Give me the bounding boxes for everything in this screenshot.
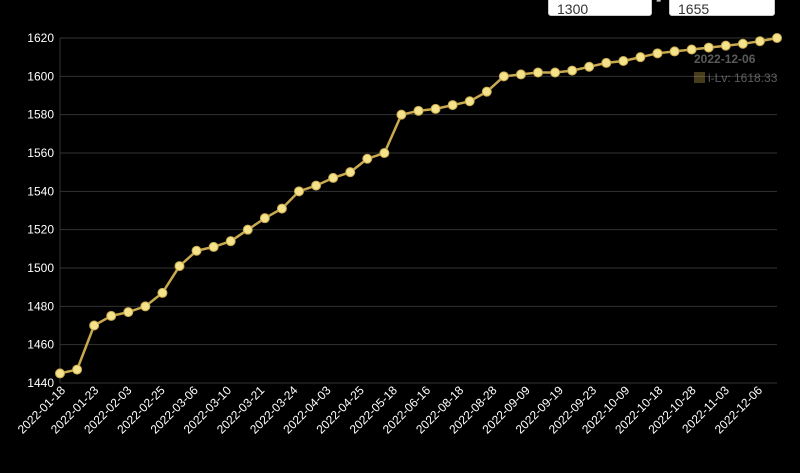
tooltip: 2022-12-06 i-Lv: 1618.33 <box>694 52 778 85</box>
data-point[interactable] <box>174 261 185 272</box>
data-point[interactable] <box>259 213 270 224</box>
y-axis-ticks: 1440 1460 1480 1500 1520 1540 1560 1580 1600 1620 <box>27 31 54 390</box>
y-tick-label: 1520 <box>27 223 54 237</box>
y-tick-label: 1500 <box>27 261 54 275</box>
data-point[interactable] <box>396 109 407 120</box>
y-tick-label: 1540 <box>27 184 54 198</box>
tooltip-value: i-Lv: 1618.33 <box>708 71 778 85</box>
y-tick-label: 1440 <box>27 376 54 390</box>
y-tick-label: 1600 <box>27 69 54 83</box>
data-point[interactable] <box>379 148 390 158</box>
data-point[interactable] <box>652 48 663 59</box>
data-point[interactable] <box>191 245 202 256</box>
series-line <box>59 36 778 375</box>
data-point[interactable] <box>498 71 509 82</box>
data-point[interactable] <box>618 56 629 66</box>
data-point[interactable] <box>601 57 612 68</box>
data-point[interactable] <box>72 364 83 375</box>
data-point[interactable] <box>123 307 134 318</box>
y-tick-label: 1480 <box>27 299 54 313</box>
data-point[interactable] <box>294 186 304 197</box>
data-point[interactable] <box>345 167 356 178</box>
tooltip-date: 2022-12-06 <box>694 52 756 66</box>
data-point[interactable] <box>703 42 714 53</box>
data-point[interactable] <box>89 320 100 331</box>
data-point[interactable] <box>464 96 475 107</box>
data-point[interactable] <box>157 287 168 298</box>
y-tick-label: 1580 <box>27 108 54 122</box>
data-point[interactable] <box>567 65 578 76</box>
data-point[interactable] <box>140 301 151 312</box>
min-range-input[interactable]: 1300 <box>548 0 652 17</box>
data-point[interactable] <box>686 44 697 55</box>
max-range-input[interactable]: 1655 <box>669 0 775 17</box>
y-tick-label: 1620 <box>27 31 54 45</box>
data-points <box>55 33 782 379</box>
data-point[interactable] <box>533 67 543 78</box>
data-point[interactable] <box>311 180 322 191</box>
data-point[interactable] <box>754 36 765 47</box>
x-axis-ticks: 2022-01-182022-01-232022-02-032022-02-25… <box>15 383 766 437</box>
data-point[interactable] <box>276 203 287 214</box>
data-point[interactable] <box>55 368 65 379</box>
data-point[interactable] <box>772 33 782 43</box>
y-tick-label: 1460 <box>27 338 54 352</box>
data-point[interactable] <box>413 105 424 116</box>
data-point[interactable] <box>225 236 236 247</box>
data-point[interactable] <box>447 100 458 111</box>
data-point[interactable] <box>720 40 731 51</box>
data-point[interactable] <box>481 86 492 97</box>
grid-lines <box>59 37 777 384</box>
data-point[interactable] <box>430 103 441 114</box>
data-point[interactable] <box>635 52 646 63</box>
data-point[interactable] <box>362 153 373 164</box>
data-point[interactable] <box>106 310 117 321</box>
range-separator: - <box>656 0 662 9</box>
data-point[interactable] <box>584 61 595 72</box>
tooltip-swatch <box>694 72 705 83</box>
y-tick-label: 1560 <box>27 146 54 160</box>
data-point[interactable] <box>515 69 526 80</box>
data-point[interactable] <box>328 172 339 183</box>
data-point[interactable] <box>669 46 680 57</box>
data-point[interactable] <box>208 241 219 252</box>
data-point[interactable] <box>242 224 253 235</box>
data-point[interactable] <box>550 67 561 78</box>
data-point[interactable] <box>737 38 748 49</box>
